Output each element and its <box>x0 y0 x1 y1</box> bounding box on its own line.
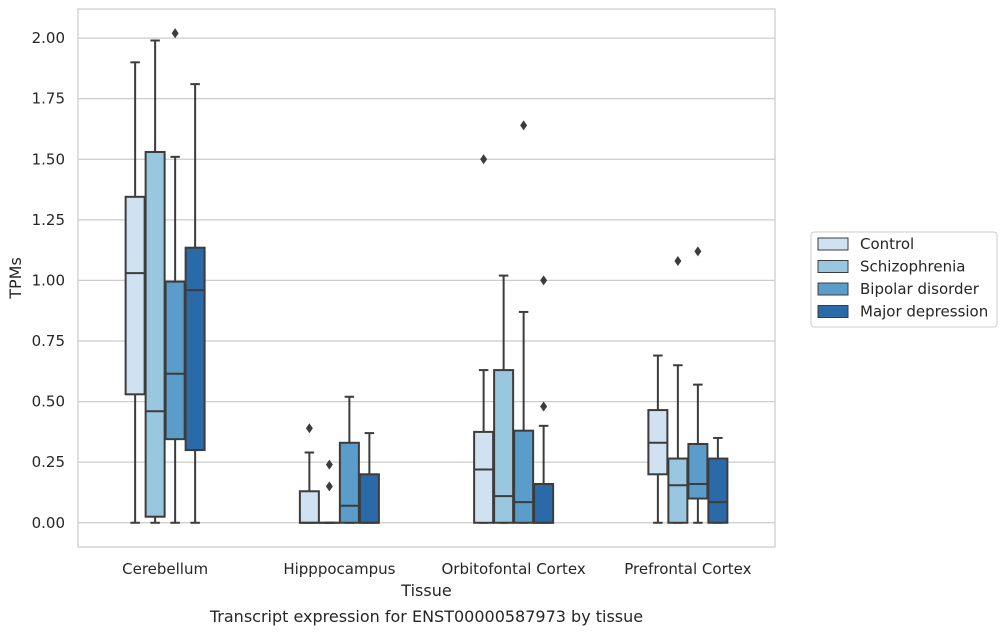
box-3-1 <box>667 256 689 524</box>
box-3-0 <box>647 354 669 524</box>
box-iqr <box>298 490 320 524</box>
x-axis-label: Tissue <box>400 581 451 600</box>
box-iqr <box>473 430 495 524</box>
y-tick-label: 1.75 <box>32 90 65 108</box>
y-tick-label: 0.75 <box>32 332 65 350</box>
y-tick-label: 0.00 <box>32 514 65 532</box>
box-1-3 <box>358 432 380 524</box>
box-iqr <box>164 280 186 441</box>
box-groups <box>124 28 729 524</box>
outlier-point <box>305 423 313 434</box>
box-iqr <box>144 150 166 518</box>
y-tick-label: 0.25 <box>32 453 65 471</box>
box-iqr <box>358 473 380 524</box>
legend-swatch <box>817 260 849 273</box>
legend: Control Schizophrenia Bipolar disorder Majo… <box>810 231 998 328</box>
outlier-point <box>480 154 488 165</box>
box-iqr <box>667 457 689 524</box>
outlier-point <box>694 246 702 257</box>
box-iqr <box>338 441 360 524</box>
box-2-3 <box>533 275 555 524</box>
plot-frame <box>77 8 776 548</box>
outlier-point <box>520 120 528 131</box>
legend-label: Major depression <box>860 303 988 321</box>
legend-swatch <box>817 237 849 251</box>
x-tick-label: Prefrontal Cortex <box>624 560 751 578</box>
x-tick-label: Cerebellum <box>122 560 208 578</box>
y-axis-ticks: 0.00 0.25 0.50 0.75 1.00 1.25 1.50 1.75 2.00 <box>32 29 65 532</box>
legend-label: Control <box>860 235 914 253</box>
box-iqr <box>533 482 555 524</box>
outlier-point <box>674 256 682 267</box>
box-2-0 <box>473 154 495 524</box>
y-axis-label: TPMs <box>6 257 25 300</box>
legend-label: Schizophrenia <box>860 258 965 276</box>
box-0-1 <box>144 39 166 524</box>
outlier-point <box>540 401 548 412</box>
box-iqr <box>124 195 146 396</box>
x-tick-label: Orbitofontal Cortex <box>442 560 586 578</box>
outlier-point <box>325 459 333 470</box>
outlier-point <box>540 275 548 286</box>
y-tick-label: 2.00 <box>32 29 65 47</box>
box-iqr <box>707 457 729 524</box>
box-iqr <box>687 443 709 500</box>
y-tick-label: 1.50 <box>32 150 65 168</box>
y-tick-label: 0.50 <box>32 393 65 411</box>
legend-swatch <box>817 305 849 318</box>
x-axis-ticks: Cerebellum Hipppocampus Orbitofontal Corte… <box>122 560 751 578</box>
legend-frame <box>810 231 998 328</box>
box-iqr <box>493 369 515 524</box>
x-tick-label: Hipppocampus <box>283 560 395 578</box>
outlier-point <box>325 481 333 492</box>
box-2-2 <box>513 120 535 524</box>
box-3-3 <box>707 436 729 524</box>
box-0-3 <box>184 83 206 524</box>
outlier-point <box>171 28 179 39</box>
box-iqr <box>513 429 535 524</box>
y-tick-label: 1.00 <box>32 271 65 289</box>
legend-swatch <box>817 282 849 296</box>
y-tick-label: 1.25 <box>32 211 65 229</box>
legend-label: Bipolar disorder <box>860 280 980 298</box>
chart-caption: Transcript expression for ENST0000058797… <box>209 607 643 626</box>
box-1-0 <box>298 423 320 524</box>
box-2-1 <box>493 274 515 524</box>
box-iqr <box>184 246 206 452</box>
